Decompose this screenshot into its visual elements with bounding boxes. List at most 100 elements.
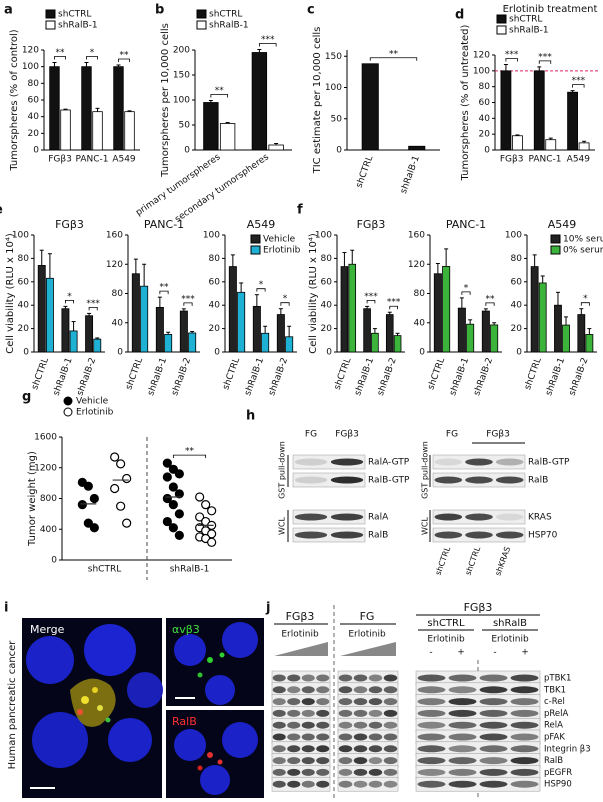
legend-label: shRalB-1: [209, 21, 249, 31]
blot-band: [301, 745, 315, 753]
blot-band: [383, 768, 398, 776]
sig-bracket: [366, 299, 376, 304]
bar: [49, 66, 60, 151]
sig-bracket: [280, 302, 290, 306]
blot-band: [368, 698, 383, 706]
panel-letter: j: [265, 601, 270, 616]
y-tick-label: 100: [203, 231, 220, 241]
blot-band: [479, 698, 508, 706]
bar: [500, 70, 512, 151]
y-axis-label: Tumorspheres (% of control): [9, 29, 20, 171]
blot-band: [368, 686, 383, 694]
sig-label: ***: [181, 294, 195, 304]
legend-swatch: [63, 407, 73, 417]
legend-label: Erlotinib: [263, 246, 301, 256]
row-label: RalB-GTP: [528, 458, 570, 468]
blot-band: [465, 476, 493, 484]
y-tick-label: 20: [18, 324, 30, 334]
sig-bracket: [538, 60, 552, 64]
x-tick-label: shRalB-2: [376, 356, 399, 397]
y-tick-label: 120: [22, 46, 39, 56]
legend-label: 10% serum: [563, 235, 603, 245]
side-label: Human pancreatic cancer: [7, 640, 18, 770]
y-tick-label: 60: [18, 277, 30, 287]
data-point: [110, 452, 120, 462]
blot-band: [316, 698, 330, 706]
legend-swatch: [250, 245, 261, 255]
blot-band: [272, 745, 286, 753]
x-tick-label: shCTRL: [355, 154, 376, 189]
y-tick-label: 0: [51, 556, 57, 566]
y-tick-label: 50: [331, 114, 343, 124]
x-tick-label: secondary tumorspheres: [173, 152, 271, 225]
y-tick-label: 400: [40, 525, 57, 535]
row-label: pFAK: [544, 733, 565, 743]
blot-band: [510, 698, 539, 706]
legend-label: shRalB-1: [509, 26, 549, 36]
blot-band: [417, 686, 446, 694]
y-tick-label: 1200: [34, 463, 57, 473]
row-label: Integrin β3: [544, 744, 591, 754]
y-tick-label: 150: [173, 71, 190, 81]
legend-label: 0% serum: [563, 246, 603, 256]
blot-band: [448, 698, 477, 706]
blot-band: [383, 780, 398, 788]
blot-band: [316, 674, 330, 682]
y-tick-label: 40: [511, 301, 523, 311]
chart-title: A549: [247, 218, 276, 231]
data-point: [162, 516, 172, 527]
y-tick-label: 0: [184, 146, 190, 156]
blot-band: [316, 745, 330, 753]
blot-band: [353, 757, 368, 765]
y-axis-label: Cell viability (RLU x 10⁴): [5, 233, 16, 354]
x-tick-label: shRalB-1: [544, 356, 567, 397]
blot-band: [316, 768, 330, 776]
blot-band: [338, 709, 353, 717]
blot-band: [287, 698, 301, 706]
blot-band: [510, 721, 539, 729]
y-tick-label: 60: [511, 277, 523, 287]
y-tick-label: 60: [479, 98, 491, 108]
bar: [251, 52, 268, 151]
cell-label: FGβ3: [286, 610, 315, 623]
blot-band: [338, 721, 353, 729]
blot-band: [479, 674, 508, 682]
bar: [60, 109, 71, 151]
blot-band: [479, 757, 508, 765]
data-point: [195, 492, 205, 502]
sig-label: **: [160, 283, 170, 293]
sig-bracket: [258, 43, 277, 47]
wcl-label: WCL: [421, 516, 430, 534]
data-point: [89, 493, 99, 504]
lane-label: shCTRL: [464, 545, 483, 577]
panel-letter: f: [297, 203, 303, 218]
data-point: [89, 523, 99, 533]
blot-band: [495, 476, 524, 484]
y-tick-label: 0: [33, 146, 39, 156]
blot-band: [316, 686, 330, 694]
blot-band: [301, 733, 315, 741]
blot-band: [272, 698, 286, 706]
blot-band: [353, 745, 368, 753]
blot-band: [510, 709, 539, 717]
sig-bracket: [183, 302, 193, 306]
y-tick-label: 60: [321, 277, 333, 287]
row-label: TBK1: [543, 685, 566, 695]
legend-swatch: [45, 20, 56, 30]
micrograph: [22, 618, 264, 798]
y-tick-label: 0: [336, 146, 342, 156]
bar: [276, 314, 285, 353]
bar: [268, 144, 284, 151]
data-point: [116, 459, 126, 469]
blot-band: [417, 780, 446, 788]
bar: [363, 308, 371, 353]
blot-band: [338, 757, 353, 765]
data-point: [110, 483, 120, 494]
y-tick-label: 80: [18, 254, 30, 264]
y-tick-label: 800: [40, 494, 57, 504]
blot-band: [316, 757, 330, 765]
sig-bracket: [580, 302, 590, 306]
y-tick-label: 50: [179, 121, 191, 131]
bar: [219, 123, 236, 151]
panel-letter: a: [4, 3, 13, 18]
